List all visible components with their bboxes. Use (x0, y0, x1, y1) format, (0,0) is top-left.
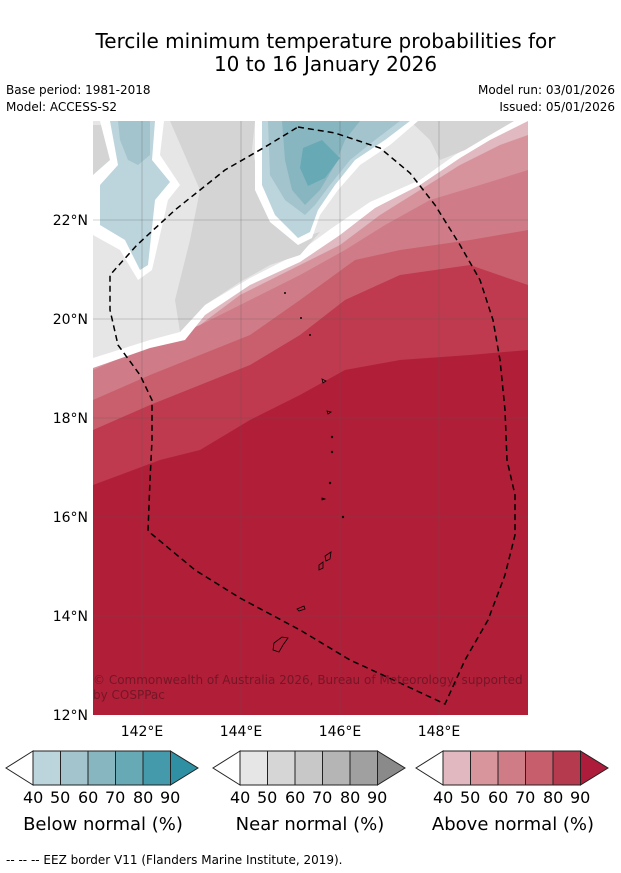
zone-below-40-left (100, 121, 170, 270)
legend-below-tick: 90 (160, 788, 181, 807)
zone-near-50b (410, 121, 514, 160)
legend-near-title: Near normal (%) (235, 814, 385, 835)
model-label: Model: ACCESS-S2 (6, 100, 118, 114)
legend-above-swatch (442, 750, 471, 786)
legend-below-under-arrow (5, 750, 34, 786)
eez-footnote: -- -- -- EEZ border V11 (Flanders Marine… (6, 853, 343, 867)
lon-label-142e: 142°E (121, 724, 164, 740)
legend-below-swatch (142, 750, 171, 786)
legend-above-normal (415, 750, 609, 786)
graticule (93, 121, 528, 715)
legend-below-tick: 80 (133, 788, 154, 807)
legend-near-swatch (294, 750, 323, 786)
island-north-2 (326, 410, 332, 415)
legend-below-swatch (115, 750, 144, 786)
model-run-label: Model run: 03/01/2026 (477, 83, 615, 97)
zone-below-70-center (300, 140, 340, 186)
legend-below-swatch (60, 750, 89, 786)
legend-near-tick: 50 (257, 788, 278, 807)
legend-above-swatch (497, 750, 526, 786)
island-guam (272, 636, 289, 653)
copyright-line2: by COSPPac (93, 688, 165, 702)
legend-above-title: Above normal (%) (431, 814, 595, 835)
lat-label-12n: 12°N (53, 708, 88, 724)
legend-near-tick: 90 (367, 788, 388, 807)
copyright-line1: © Commonwealth of Australia 2026, Bureau… (93, 673, 523, 687)
lon-label-148e: 148°E (418, 724, 461, 740)
legend-near-over-arrow (377, 750, 406, 786)
legend-below-swatch (87, 750, 116, 786)
lat-label-18n: 18°N (53, 411, 88, 427)
island-saipan (324, 551, 332, 562)
lon-label-144e: 144°E (220, 724, 263, 740)
base-period-label: Base period: 1981-2018 (6, 83, 151, 97)
legend-below-over-arrow (170, 750, 199, 786)
islands (272, 291, 345, 653)
zone-near-50 (170, 121, 320, 332)
legend-above-over-arrow (580, 750, 609, 786)
lat-label-20n: 20°N (53, 312, 88, 328)
legend-near-swatch (239, 750, 268, 786)
chart-title-line2: 10 to 16 January 2026 (213, 52, 438, 76)
legend-above-tick: 80 (543, 788, 564, 807)
legend-near-tick: 70 (312, 788, 333, 807)
lat-label-22n: 22°N (53, 213, 88, 229)
legend-below-tick: 40 (23, 788, 44, 807)
legend-near-normal (212, 750, 406, 786)
zone-below-50-left (118, 121, 150, 165)
lon-label-146e: 146°E (319, 724, 362, 740)
legend-below-tick: 60 (78, 788, 99, 807)
legend-above-tick: 90 (570, 788, 591, 807)
legend-above-tick: 40 (433, 788, 454, 807)
issued-label: Issued: 05/01/2026 (499, 100, 615, 114)
legend-above-tick: 60 (488, 788, 509, 807)
legend-below-normal (5, 750, 199, 786)
legend-near-swatch (349, 750, 378, 786)
legend-near-tick: 60 (285, 788, 306, 807)
legend-near-swatch (267, 750, 296, 786)
chart-title-line1: Tercile minimum temperature probabilitie… (95, 29, 556, 53)
legend-below-tick: 50 (50, 788, 71, 807)
legend-above-swatch (525, 750, 554, 786)
legend-near-tick: 80 (340, 788, 361, 807)
legend-below-title: Below normal (%) (23, 814, 183, 835)
island-rota (296, 605, 306, 612)
legend-near-tick: 40 (230, 788, 251, 807)
legend-below-swatch (32, 750, 61, 786)
legend-near-swatch (322, 750, 351, 786)
legend-above-under-arrow (415, 750, 444, 786)
legend-above-tick: 70 (515, 788, 536, 807)
legend-above-swatch (552, 750, 581, 786)
legend-below-tick: 70 (105, 788, 126, 807)
island-north-1 (321, 378, 327, 384)
legend-above-swatch (470, 750, 499, 786)
island-tinian (318, 561, 324, 571)
legend-above-tick: 50 (460, 788, 481, 807)
lat-label-16n: 16°N (53, 510, 88, 526)
lat-label-14n: 14°N (53, 609, 88, 625)
legend-near-under-arrow (212, 750, 241, 786)
eez-border (109, 126, 516, 705)
island-north-3 (321, 497, 327, 501)
